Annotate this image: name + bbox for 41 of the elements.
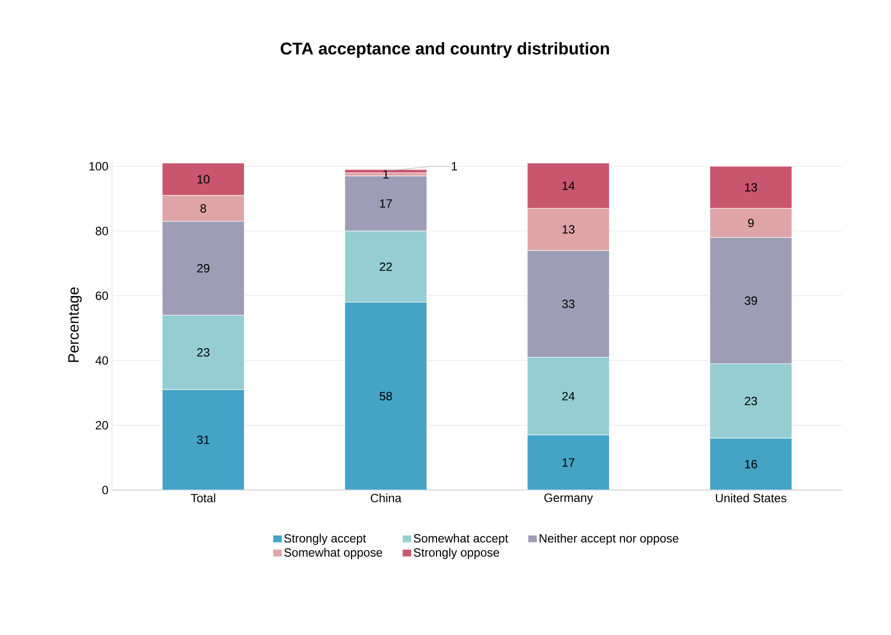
bar <box>344 302 428 490</box>
data-label: 22 <box>380 262 392 271</box>
y-tick-label: 80 <box>96 226 108 236</box>
data-label: 8 <box>200 204 206 213</box>
y-tick-label: 60 <box>96 292 108 300</box>
data-label: 58 <box>380 392 392 400</box>
y-tick-label: 40 <box>95 356 108 365</box>
data-label: 13 <box>562 225 574 234</box>
x-tick-label: Total <box>190 494 216 502</box>
data-label: 23 <box>744 396 758 406</box>
y-tick-label: 20 <box>96 421 108 430</box>
x-tick-label: United States <box>716 494 786 502</box>
y-axis-title: Percentage <box>68 287 82 362</box>
data-label: 29 <box>197 264 210 272</box>
bar <box>710 438 792 490</box>
data-label: 31 <box>197 436 210 444</box>
data-label: 33 <box>562 300 574 308</box>
data-label: 1 <box>452 162 457 170</box>
legend-label: Somewhat oppose <box>284 548 382 560</box>
legend-label: Strongly oppose <box>414 548 500 560</box>
legend-label: Strongly accept <box>284 534 366 545</box>
data-label: 17 <box>562 458 574 467</box>
data-label: 13 <box>745 183 758 192</box>
data-label: 23 <box>197 348 210 357</box>
legend-label: Somewhat accept <box>414 534 508 545</box>
data-label: 39 <box>744 296 757 305</box>
x-tick-label: Germany <box>544 494 593 504</box>
data-label: 24 <box>562 392 575 400</box>
bar <box>162 389 245 490</box>
data-label: 1 <box>383 170 389 178</box>
data-label: 17 <box>380 199 392 208</box>
y-tick-label: 100 <box>89 162 108 171</box>
data-label: 16 <box>745 460 758 468</box>
data-label: 10 <box>198 175 210 184</box>
x-tick-label: China <box>370 494 402 502</box>
legend-label: Neither accept nor oppose <box>540 534 678 545</box>
bar <box>527 434 610 490</box>
y-tick-label: 0 <box>102 486 108 494</box>
data-label: 14 <box>562 182 575 190</box>
chart-title: CTA acceptance and country distribution <box>280 42 609 58</box>
data-label: 9 <box>748 218 754 228</box>
